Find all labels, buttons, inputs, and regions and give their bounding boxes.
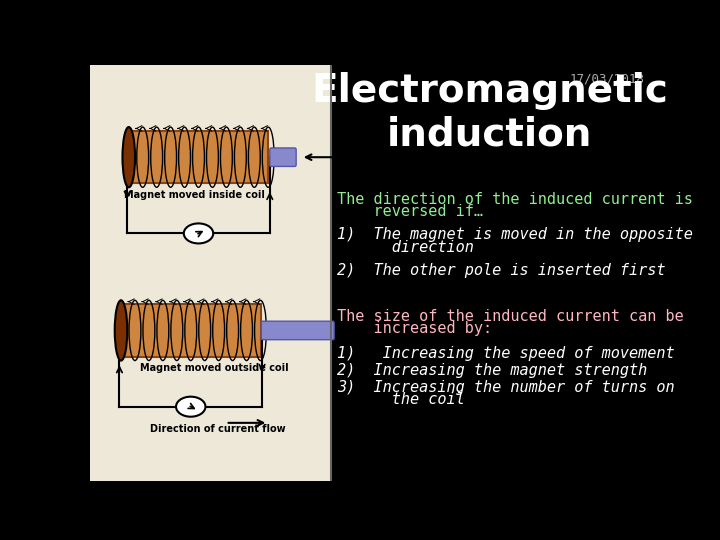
Text: The size of the induced current can be: The size of the induced current can be — [337, 309, 684, 324]
Text: The direction of the induced current is: The direction of the induced current is — [337, 192, 693, 207]
FancyBboxPatch shape — [261, 321, 334, 340]
Text: the coil: the coil — [337, 392, 465, 407]
Text: direction: direction — [337, 240, 474, 254]
FancyBboxPatch shape — [270, 148, 296, 166]
Text: Electromagnetic
induction: Electromagnetic induction — [311, 72, 668, 153]
Text: increased by:: increased by: — [337, 321, 492, 336]
Text: 3)  Increasing the number of turns on: 3) Increasing the number of turns on — [337, 380, 675, 395]
Text: Magnet moved inside coil: Magnet moved inside coil — [124, 190, 265, 200]
Text: 1)  The magnet is moved in the opposite: 1) The magnet is moved in the opposite — [337, 227, 693, 242]
Text: 2)  Increasing the magnet strength: 2) Increasing the magnet strength — [337, 363, 647, 378]
Text: 17/03/2018: 17/03/2018 — [569, 72, 644, 85]
Text: reversed if…: reversed if… — [337, 204, 483, 219]
Text: 2)  The other pole is inserted first: 2) The other pole is inserted first — [337, 262, 666, 278]
Bar — [90, 65, 331, 481]
Ellipse shape — [122, 127, 135, 187]
Text: 1)   Increasing the speed of movement: 1) Increasing the speed of movement — [337, 346, 675, 361]
Bar — [121, 304, 261, 356]
Ellipse shape — [184, 224, 213, 244]
Text: Magnet moved outside coil: Magnet moved outside coil — [140, 363, 288, 373]
Bar — [129, 131, 269, 184]
Text: Direction of current flow: Direction of current flow — [150, 424, 286, 434]
Ellipse shape — [114, 300, 127, 361]
Ellipse shape — [176, 397, 205, 417]
